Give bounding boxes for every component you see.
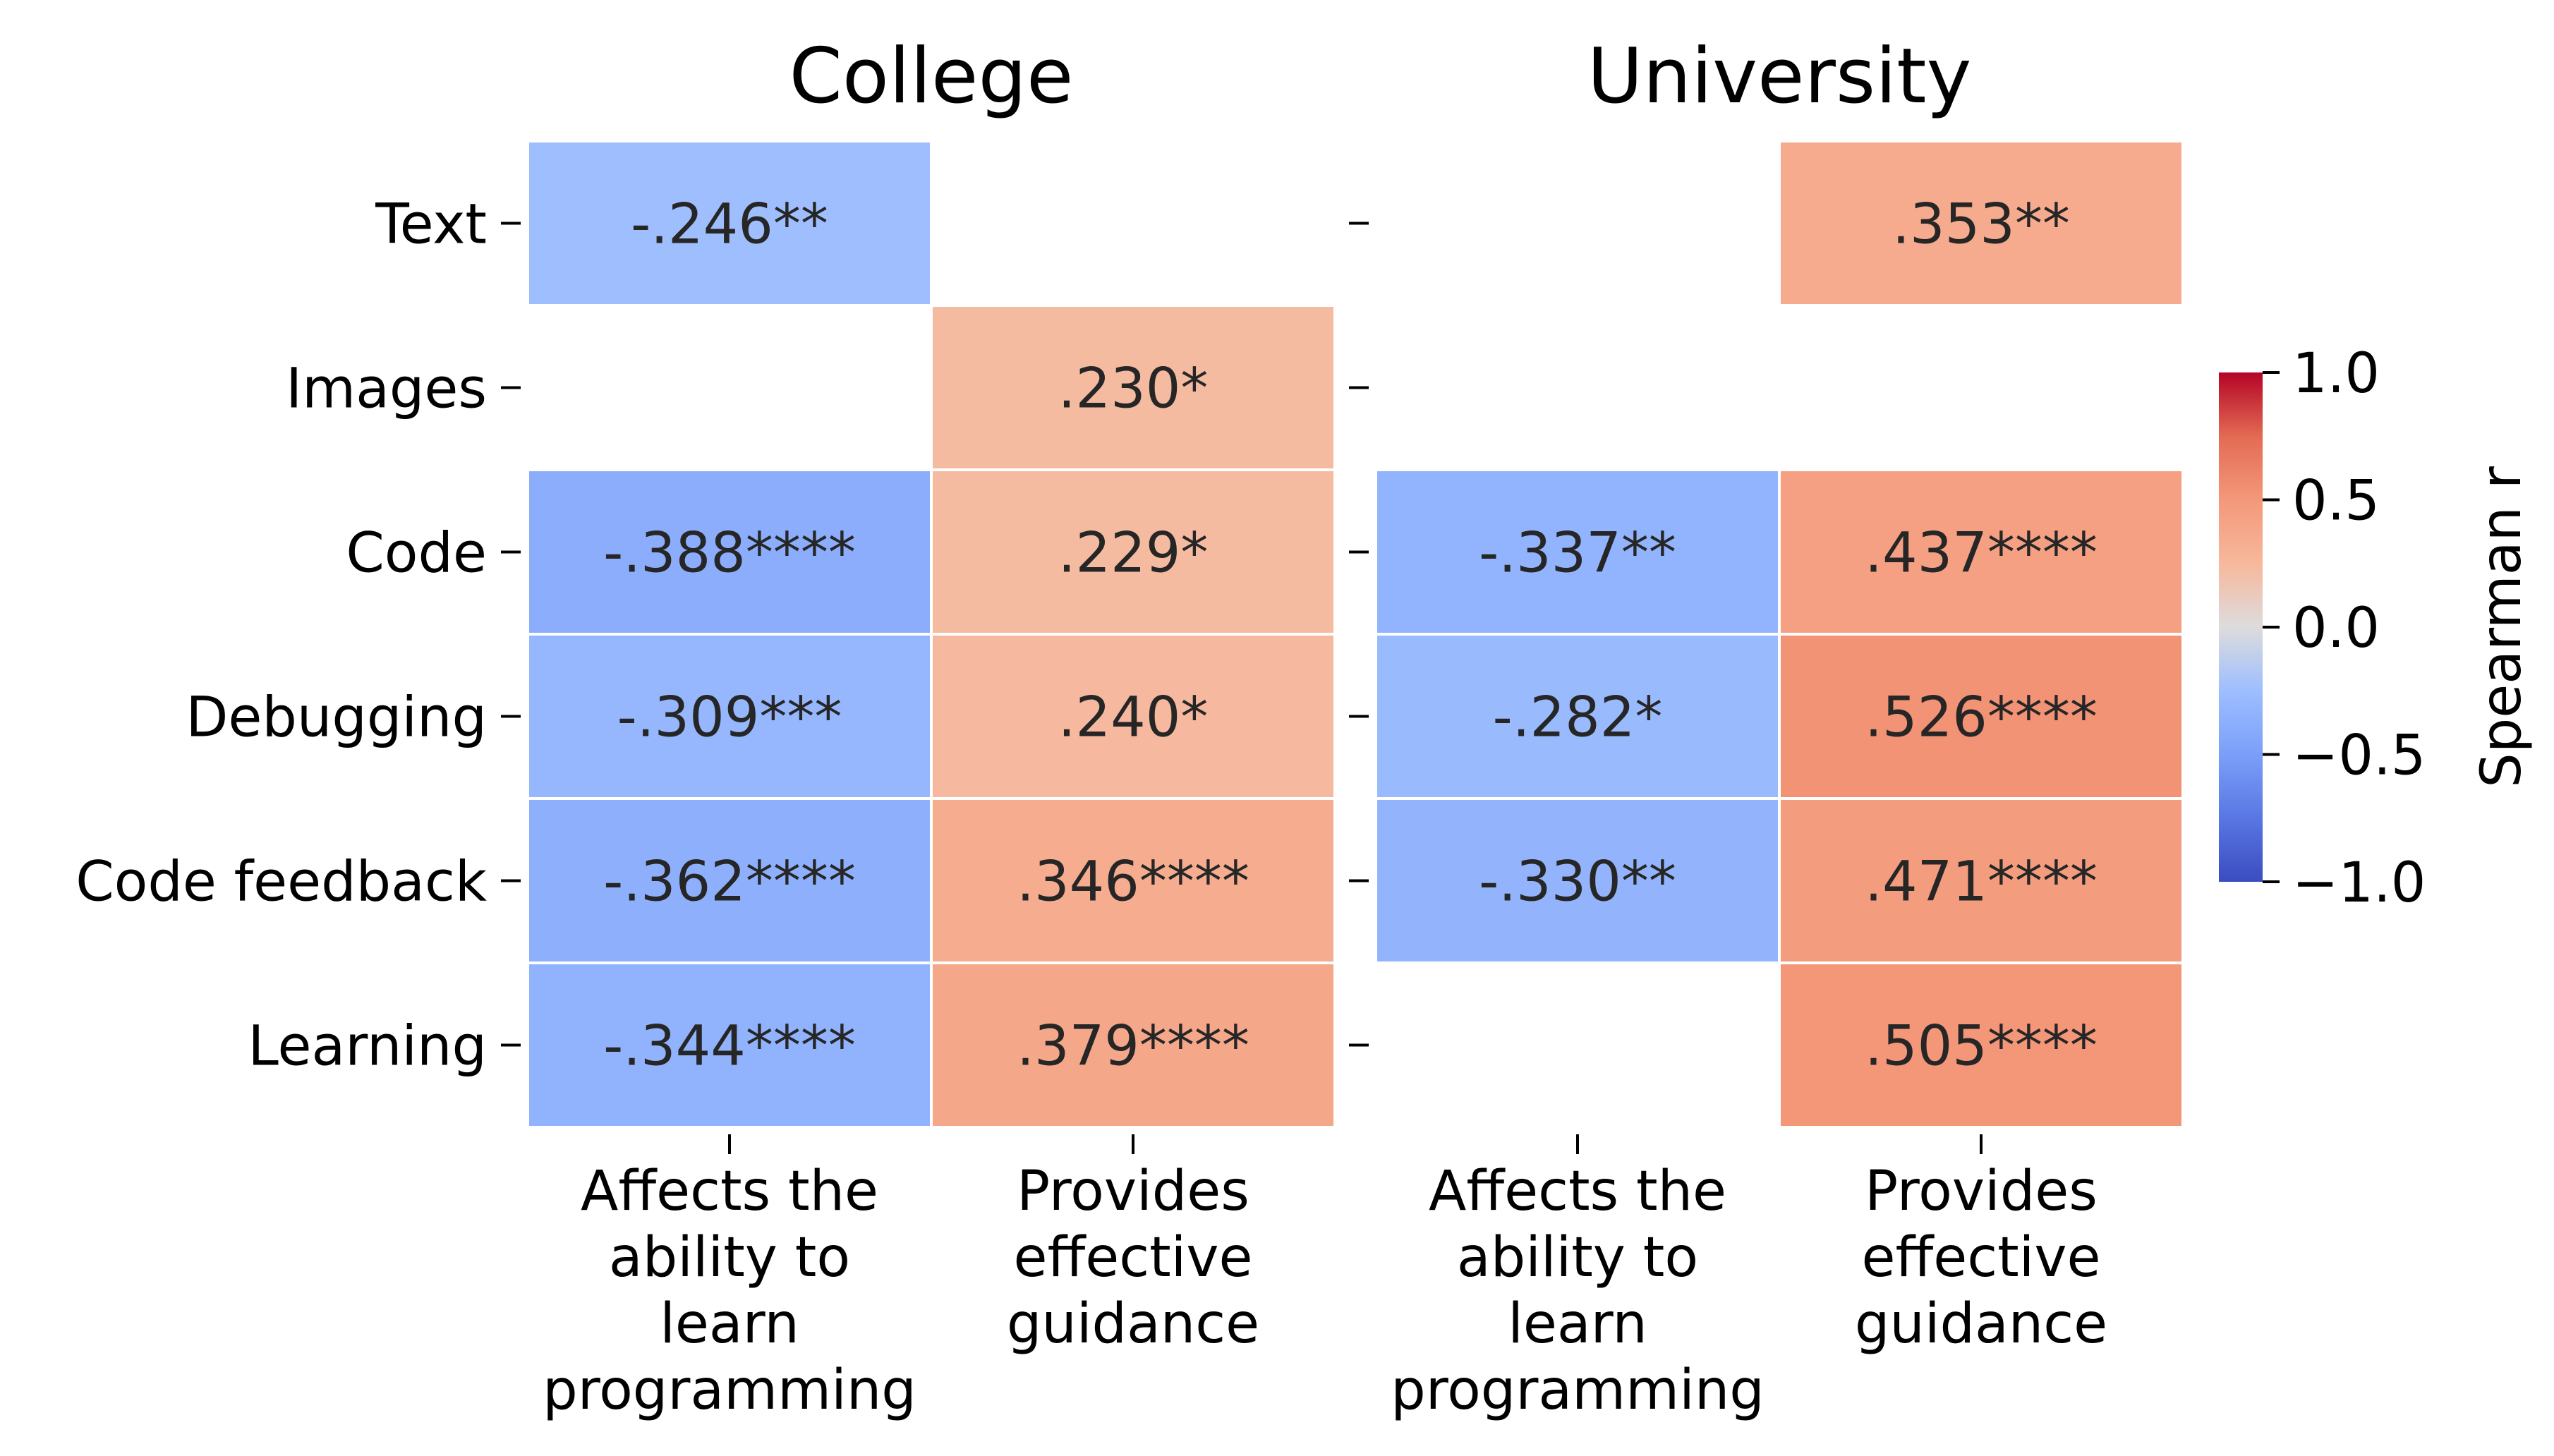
college-cell-r3-c1	[930, 633, 1336, 800]
college-panel-title: College	[789, 32, 1074, 121]
university-cell-r3-c1	[1778, 633, 2184, 800]
university-panel-title: University	[1587, 32, 1972, 121]
university-cell-label-r3-c0: -.282*	[1493, 686, 1663, 750]
college-cell-r1-c1	[930, 304, 1336, 471]
colorbar-tick-label-2: 0.0	[2292, 597, 2380, 660]
university-cell-r5-c1	[1778, 961, 2184, 1129]
college-col-label-1-line-2: guidance	[1007, 1292, 1259, 1356]
college-col-label-0-line-3: programming	[543, 1359, 916, 1422]
college-cell-r4-c1	[930, 797, 1336, 964]
university-col-label-1: Provides effective guidance	[1855, 1160, 2107, 1356]
university-cell-label-r4-c0: -.330**	[1479, 851, 1676, 914]
university-col-label-1-line-1: effective	[1861, 1226, 2100, 1290]
college-col-label-1: Provides effective guidance	[1007, 1160, 1259, 1356]
university-col-label-1-line-2: guidance	[1855, 1292, 2107, 1356]
row-label-0: Text	[375, 193, 487, 257]
college-cell-label-r3-c1: .240*	[1058, 686, 1209, 750]
college-cell-r5-c0	[526, 961, 933, 1129]
university-cell-r0-c1	[1778, 140, 2184, 307]
row-label-4: Code feedback	[75, 851, 487, 914]
college-cell-label-r1-c1: .230*	[1058, 358, 1209, 421]
college-col-label-0-line-1: ability to	[609, 1226, 850, 1290]
college-col-label-1-line-1: effective	[1013, 1226, 1252, 1290]
row-label-2: Code	[346, 522, 487, 586]
university-cell-label-r0-c1: .353**	[1892, 193, 2070, 257]
university-cell-r2-c0	[1374, 468, 1781, 636]
college-cell-label-r5-c0: -.344****	[603, 1015, 856, 1079]
university-cell-label-r4-c1: .471****	[1865, 851, 2098, 914]
college-col-label-0-line-2: learn	[660, 1292, 799, 1356]
college-cell-label-r0-c0: -.246**	[631, 193, 828, 257]
colorbar-label: Spearman r	[2470, 466, 2534, 788]
university-col-label-0-line-3: programming	[1391, 1359, 1765, 1422]
college-cell-r2-c0	[526, 468, 933, 636]
row-label-5: Learning	[248, 1015, 487, 1079]
college-col-label-1-line-0: Provides	[1017, 1160, 1249, 1223]
college-cell-r3-c0	[526, 633, 933, 800]
college-cell-label-r4-c0: -.362****	[603, 851, 856, 914]
university-cell-r4-c1	[1778, 797, 2184, 964]
university-col-label-0-line-1: ability to	[1457, 1226, 1698, 1290]
university-cell-r4-c0	[1374, 797, 1781, 964]
college-cell-label-r5-c1: .379****	[1017, 1015, 1249, 1079]
college-cell-r5-c1	[930, 961, 1336, 1129]
college-col-label-0: Affects the ability to learn programming	[543, 1160, 916, 1422]
college-cell-r2-c1	[930, 468, 1336, 636]
university-cell-label-r5-c1: .505****	[1865, 1015, 2098, 1079]
college-cell-label-r3-c0: -.309***	[617, 686, 842, 750]
row-label-1: Images	[286, 358, 487, 421]
colorbar-tick-label-4: −1.0	[2292, 851, 2426, 915]
college-cell-label-r2-c1: .229*	[1058, 522, 1209, 586]
university-cell-label-r3-c1: .526****	[1865, 686, 2098, 750]
college-col-label-0-line-0: Affects the	[581, 1160, 878, 1223]
university-col-label-0-line-2: learn	[1508, 1292, 1647, 1356]
colorbar-tick-label-0: 1.0	[2292, 342, 2380, 406]
university-cell-label-r2-c1: .437****	[1865, 522, 2098, 586]
row-label-3: Debugging	[186, 686, 487, 750]
college-cell-r0-c0	[526, 140, 933, 307]
university-cell-r3-c0	[1374, 633, 1781, 800]
college-cell-label-r2-c0: -.388****	[603, 522, 856, 586]
colorbar	[2219, 372, 2263, 882]
university-col-label-0-line-0: Affects the	[1429, 1160, 1726, 1223]
colorbar-tick-label-1: 0.5	[2292, 470, 2380, 533]
university-col-label-0: Affects the ability to learn programming	[1391, 1160, 1765, 1422]
college-cell-label-r4-c1: .346****	[1017, 851, 1249, 914]
university-col-label-1-line-0: Provides	[1865, 1160, 2098, 1223]
colorbar-tick-label-3: −0.5	[2292, 724, 2426, 788]
university-cell-label-r2-c0: -.337**	[1479, 522, 1676, 586]
